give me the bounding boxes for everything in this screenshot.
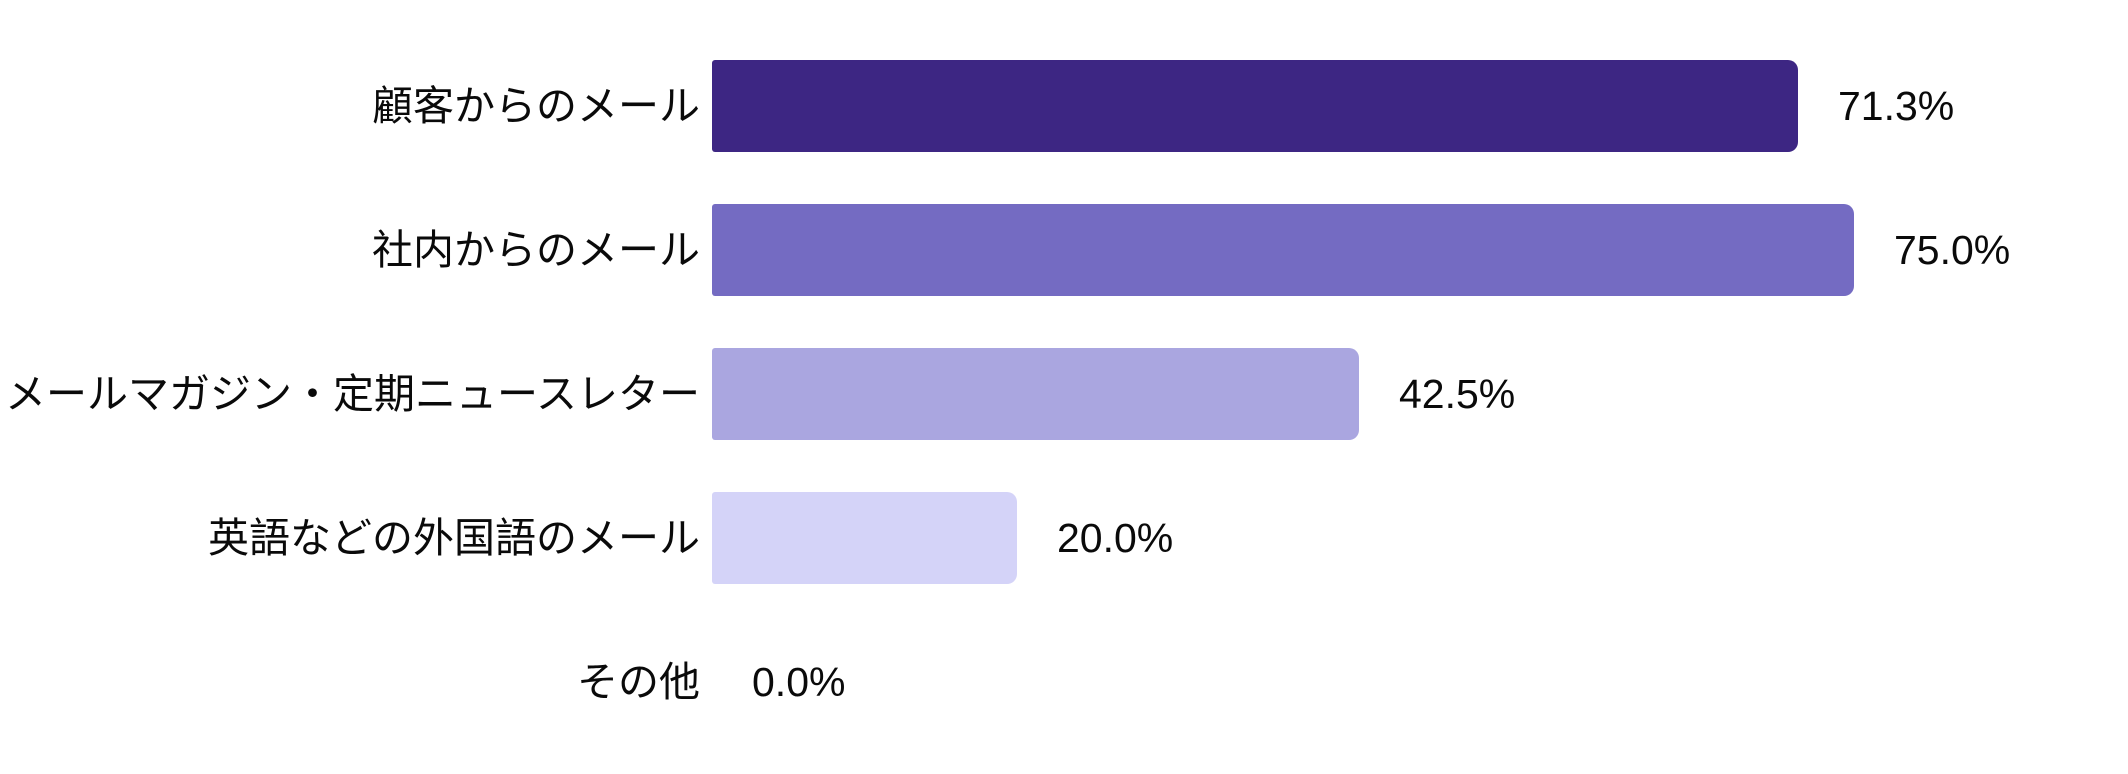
value-label: 42.5% (1399, 370, 1516, 417)
bar-row-other: その他 0.0% (0, 636, 2128, 728)
category-label: 社内からのメール (372, 226, 700, 273)
value-label: 71.3% (1838, 82, 1955, 129)
value-label: 0.0% (752, 658, 846, 705)
bar-customer-email (712, 60, 1798, 152)
category-label: 英語などの外国語のメール (208, 514, 700, 561)
horizontal-bar-chart: 顧客からのメール 71.3% 社内からのメール 75.0% メールマガジン・定期… (0, 60, 2128, 728)
category-label: 顧客からのメール (372, 82, 700, 129)
category-label: メールマガジン・定期ニュースレター (5, 370, 700, 417)
bar-row-newsletter: メールマガジン・定期ニュースレター 42.5% (0, 348, 2128, 440)
value-label: 75.0% (1894, 226, 2011, 273)
value-label: 20.0% (1057, 514, 1174, 561)
category-label: その他 (577, 658, 700, 705)
bar-row-foreign-language-email: 英語などの外国語のメール 20.0% (0, 492, 2128, 584)
bar-row-customer-email: 顧客からのメール 71.3% (0, 60, 2128, 152)
bar-foreign-language-email (712, 492, 1017, 584)
bar-internal-email (712, 204, 1854, 296)
bar-row-internal-email: 社内からのメール 75.0% (0, 204, 2128, 296)
bar-newsletter (712, 348, 1359, 440)
